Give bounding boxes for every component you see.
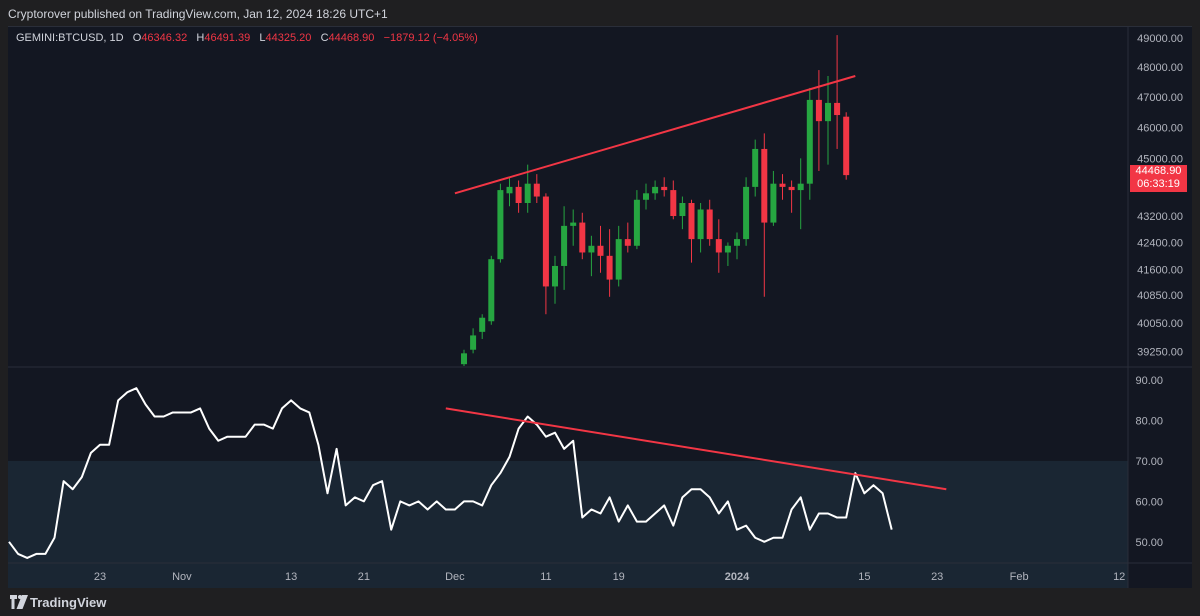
candle-body bbox=[461, 353, 467, 365]
publish-header: Cryptorover published on TradingView.com… bbox=[0, 0, 1200, 26]
price-tick-label: 47000.00 bbox=[1137, 92, 1183, 104]
candle-body bbox=[533, 183, 540, 197]
price-tick-label: 39250.00 bbox=[1137, 347, 1183, 359]
time-tick-label: 15 bbox=[858, 571, 870, 583]
tradingview-logo-icon bbox=[10, 595, 28, 609]
candle-body bbox=[679, 202, 686, 217]
candle-body bbox=[715, 239, 722, 253]
candle-body bbox=[697, 209, 704, 240]
candle-body bbox=[779, 183, 786, 187]
open-label: O bbox=[132, 32, 142, 44]
candle-body bbox=[615, 239, 622, 280]
candle-body bbox=[524, 183, 531, 203]
candle-body bbox=[661, 186, 668, 191]
candle-body bbox=[552, 265, 558, 287]
candle-body bbox=[497, 190, 504, 260]
time-tick-label: 21 bbox=[358, 571, 370, 583]
close-label: C bbox=[320, 32, 329, 44]
time-tick-label: Nov bbox=[172, 571, 192, 583]
candle-body bbox=[506, 186, 513, 194]
rsi-tick-label: 60.00 bbox=[1135, 496, 1163, 508]
high-value: 46491.39 bbox=[204, 32, 251, 44]
last-price: 44468.90 bbox=[1135, 165, 1182, 177]
price-trendline bbox=[454, 75, 856, 195]
time-tick-label: 23 bbox=[931, 571, 943, 583]
price-tick-label: 42400.00 bbox=[1137, 237, 1183, 249]
candle-body bbox=[734, 239, 740, 246]
candle-body bbox=[724, 245, 731, 253]
candle-body bbox=[588, 245, 595, 253]
time-tick-label: 13 bbox=[285, 571, 297, 583]
candle-body bbox=[643, 193, 649, 200]
price-tick-label: 43200.00 bbox=[1137, 211, 1183, 223]
symbol-label: GEMINI:BTCUSD, 1D bbox=[16, 32, 124, 44]
footer-brand: TradingView bbox=[30, 595, 107, 610]
candle-body bbox=[479, 317, 486, 332]
price-tick-label: 49000.00 bbox=[1137, 33, 1183, 45]
candle-body bbox=[797, 183, 804, 191]
candle-body bbox=[542, 196, 549, 287]
low-label: L bbox=[259, 32, 266, 44]
time-tick-label: 19 bbox=[613, 571, 625, 583]
candle-body bbox=[806, 99, 813, 184]
time-tick-label: 12 bbox=[1113, 571, 1125, 583]
candle-body bbox=[743, 186, 750, 240]
candle-body bbox=[488, 259, 495, 322]
rsi-line bbox=[8, 387, 893, 559]
time-tick-label: Dec bbox=[445, 571, 465, 583]
candle-body bbox=[570, 222, 577, 226]
time-tick-label: Feb bbox=[1010, 571, 1029, 583]
bar-countdown: 06:33:19 bbox=[1137, 178, 1180, 190]
ohlc-legend: GEMINI:BTCUSD, 1D O46346.32 H46491.39 L4… bbox=[16, 32, 478, 44]
rsi-tick-label: 80.00 bbox=[1135, 416, 1163, 428]
candle-body bbox=[597, 245, 604, 256]
candle-body bbox=[834, 102, 841, 116]
time-tick-label: 2024 bbox=[725, 571, 750, 583]
candle-body bbox=[470, 335, 477, 350]
candle-body bbox=[843, 116, 850, 176]
price-tick-label: 45000.00 bbox=[1137, 153, 1183, 165]
candle-body bbox=[706, 209, 713, 240]
candle-body bbox=[579, 222, 586, 253]
close-value: 44468.90 bbox=[328, 32, 375, 44]
high-label: H bbox=[196, 32, 205, 44]
candle-body bbox=[688, 202, 695, 240]
price-tick-label: 40850.00 bbox=[1137, 290, 1183, 302]
open-value: 46346.32 bbox=[141, 32, 188, 44]
candle-body bbox=[652, 186, 659, 194]
candle-body bbox=[606, 255, 613, 280]
footer: TradingView bbox=[0, 588, 1200, 616]
price-tick-label: 48000.00 bbox=[1137, 62, 1183, 74]
candle-body bbox=[752, 148, 759, 187]
time-tick-label: 23 bbox=[94, 571, 106, 583]
candle-body bbox=[624, 239, 631, 246]
time-tick-label: 11 bbox=[540, 571, 551, 583]
candle-body bbox=[515, 186, 522, 203]
rsi-tick-label: 50.00 bbox=[1135, 537, 1163, 549]
low-value: 44325.20 bbox=[265, 32, 312, 44]
rsi-trendline bbox=[445, 407, 947, 491]
last-price-tag: 44468.90 06:33:19 bbox=[1130, 165, 1187, 192]
price-tick-label: 41600.00 bbox=[1137, 264, 1183, 276]
rsi-tick-label: 90.00 bbox=[1135, 375, 1163, 387]
candle-body bbox=[770, 183, 777, 223]
candle-body bbox=[825, 102, 831, 122]
publish-info: Cryptorover published on TradingView.com… bbox=[8, 7, 388, 21]
candle-body bbox=[815, 99, 822, 122]
candle-body bbox=[788, 186, 795, 191]
candle-body bbox=[561, 225, 568, 266]
price-tick-label: 46000.00 bbox=[1137, 122, 1183, 134]
candle-body bbox=[761, 148, 768, 223]
candle-body bbox=[633, 199, 640, 246]
candle-body bbox=[670, 190, 677, 217]
price-tick-label: 40050.00 bbox=[1137, 318, 1183, 330]
change-value: −1879.12 (−4.05%) bbox=[383, 32, 478, 44]
rsi-tick-label: 70.00 bbox=[1135, 456, 1163, 468]
